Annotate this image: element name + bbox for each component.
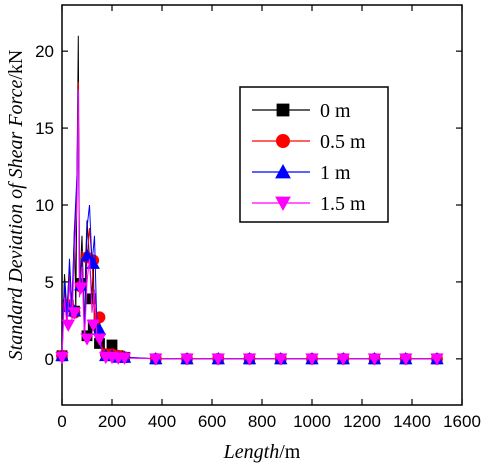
data-point [117, 352, 132, 365]
legend-item: 0.5 m [252, 131, 366, 153]
x-tick-label: 800 [248, 412, 276, 431]
x-tick-label: 600 [198, 412, 226, 431]
data-point [80, 333, 94, 346]
data-point [336, 353, 350, 366]
data-point [242, 353, 257, 366]
y-axis-title-italic: Standard Deviation of Shear Force [5, 80, 27, 361]
y-tick-label: 15 [35, 119, 54, 138]
legend-label: 0.5 m [320, 131, 366, 153]
data-point [86, 319, 100, 332]
legend-marker [276, 103, 290, 117]
data-point [211, 353, 225, 366]
data-point [430, 353, 444, 366]
y-axis-title-unit: /kN [5, 50, 27, 80]
x-axis-title-unit: /m [279, 441, 301, 463]
data-point [367, 353, 382, 366]
legend-label: 0 m [320, 100, 351, 122]
series-layer [55, 35, 444, 366]
x-tick-label: 1400 [393, 412, 431, 431]
y-tick-label: 5 [45, 273, 54, 292]
legend-marker [275, 163, 291, 179]
y-axis-title: Standard Deviation of Shear Force/kN [5, 50, 27, 361]
y-tick-label: 20 [35, 42, 54, 61]
data-point [80, 248, 94, 262]
series-3 [55, 89, 444, 366]
legend-item: 0 m [252, 100, 351, 122]
data-point [305, 353, 319, 366]
data-point [61, 319, 75, 332]
x-tick-label: 0 [57, 412, 66, 431]
axis-ticks: 0 200 400 600 800 1000 1200 1400 1600 0 5 10 15 20 [35, 5, 481, 431]
x-tick-label: 1600 [443, 412, 481, 431]
legend-label: 1 m [320, 162, 351, 184]
y-tick-label: 10 [35, 196, 54, 215]
data-point [180, 353, 194, 366]
data-point [55, 351, 69, 365]
x-tick-label: 400 [148, 412, 176, 431]
x-axis-title: Length/m [223, 441, 301, 463]
legend: 0 m 0.5 m 1 m 1.5 m [239, 86, 389, 223]
data-point [67, 307, 82, 320]
x-tick-label: 1000 [293, 412, 331, 431]
y-tick-label: 0 [45, 350, 54, 369]
x-tick-label: 1200 [343, 412, 381, 431]
legend-marker [275, 133, 290, 148]
legend-marker [275, 196, 291, 212]
legend-item: 1.5 m [252, 193, 366, 215]
data-point [92, 333, 107, 346]
x-tick-label: 200 [98, 412, 126, 431]
x-axis-title-italic: Length [223, 441, 280, 463]
data-point [399, 353, 413, 366]
data-point [149, 353, 163, 366]
legend-item: 1 m [252, 162, 351, 184]
data-point [274, 353, 288, 366]
data-point [74, 282, 88, 295]
legend-box [239, 86, 389, 223]
legend-label: 1.5 m [320, 193, 366, 215]
